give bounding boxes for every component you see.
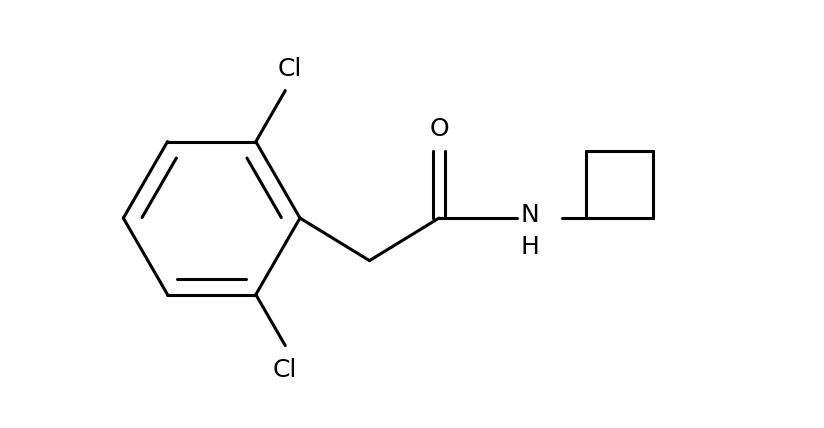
Text: Cl: Cl xyxy=(273,358,297,382)
Text: H: H xyxy=(521,235,540,259)
Text: O: O xyxy=(429,117,449,141)
Text: Cl: Cl xyxy=(277,57,302,81)
Text: N: N xyxy=(521,203,540,227)
